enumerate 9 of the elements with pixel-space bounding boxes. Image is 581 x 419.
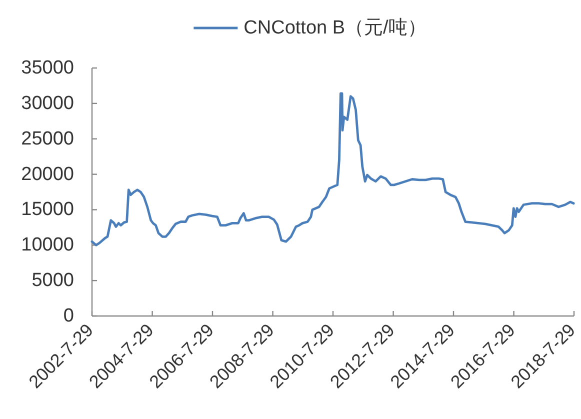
y-tick-label: 10000 — [21, 234, 74, 256]
y-tick-label: 5000 — [32, 270, 74, 292]
y-tick-label: 0 — [63, 306, 74, 326]
y-tick-label: 20000 — [21, 164, 74, 185]
y-tick-label: 25000 — [21, 128, 74, 150]
y-tick-label: 15000 — [21, 199, 74, 220]
y-tick-label: 30000 — [21, 92, 74, 114]
legend-label: CNCotton B（元/吨） — [244, 18, 426, 38]
y-tick-label: 35000 — [21, 58, 74, 78]
